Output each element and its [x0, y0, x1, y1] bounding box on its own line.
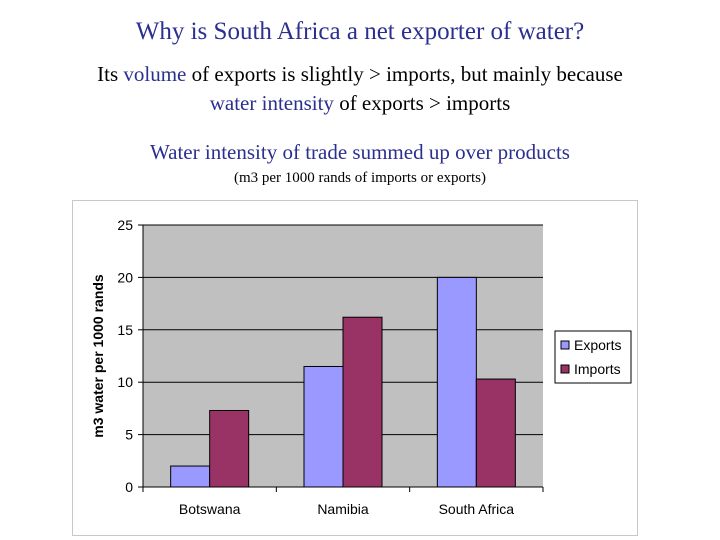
subtitle-line-1: Its volume of exports is slightly > impo…: [0, 60, 720, 89]
subtitle-line-2: water intensity of exports > imports: [0, 89, 720, 118]
y-tick-label: 10: [117, 374, 133, 390]
bar-imports-namibia: [342, 316, 383, 488]
chart-heading: Water intensity of trade summed up over …: [150, 140, 570, 164]
subtitle-accent-intensity: water intensity: [209, 91, 334, 115]
y-axis-label: m3 water per 1000 rands: [90, 274, 106, 438]
bar-imports-botswana: [209, 409, 250, 488]
legend-swatch-imports: [560, 364, 570, 374]
legend-label-imports: Imports: [574, 361, 621, 377]
x-tick-label: Namibia: [317, 501, 369, 517]
y-tick-label: 15: [117, 322, 133, 338]
legend-swatch-exports: [560, 340, 570, 350]
y-tick-label: 5: [125, 427, 133, 443]
page-title: Why is South Africa a net exporter of wa…: [135, 18, 585, 45]
legend-label-exports: Exports: [574, 337, 621, 353]
subtitle-line-1-pre: Its: [97, 62, 124, 86]
y-tick-label: 25: [117, 217, 133, 233]
x-tick-label: Botswana: [179, 501, 241, 517]
bar-exports-botswana: [170, 465, 211, 488]
chart-subheading: (m3 per 1000 rands of imports or exports…: [233, 170, 487, 186]
subtitle-accent-volume: volume: [123, 62, 187, 86]
y-tick-label: 0: [125, 479, 133, 495]
bar-exports-namibia: [303, 365, 344, 488]
subtitle-line-2-post: of exports > imports: [333, 91, 511, 115]
subtitle-line-1-post: of exports is slightly > imports, but ma…: [186, 62, 623, 86]
subtitle: Its volume of exports is slightly > impo…: [0, 60, 720, 118]
x-tick-label: South Africa: [439, 501, 515, 517]
bar-chart: 0 5 10 15 20 25 Botswana Namibia South Africa m3 …: [90, 217, 632, 517]
chart-container: 0 5 10 15 20 25 Botswana Namibia South Africa m3 …: [72, 200, 638, 536]
bar-exports-south-africa: [436, 276, 477, 488]
legend: [554, 330, 632, 384]
bar-imports-south-africa: [475, 378, 516, 488]
y-tick-label: 20: [117, 269, 133, 285]
